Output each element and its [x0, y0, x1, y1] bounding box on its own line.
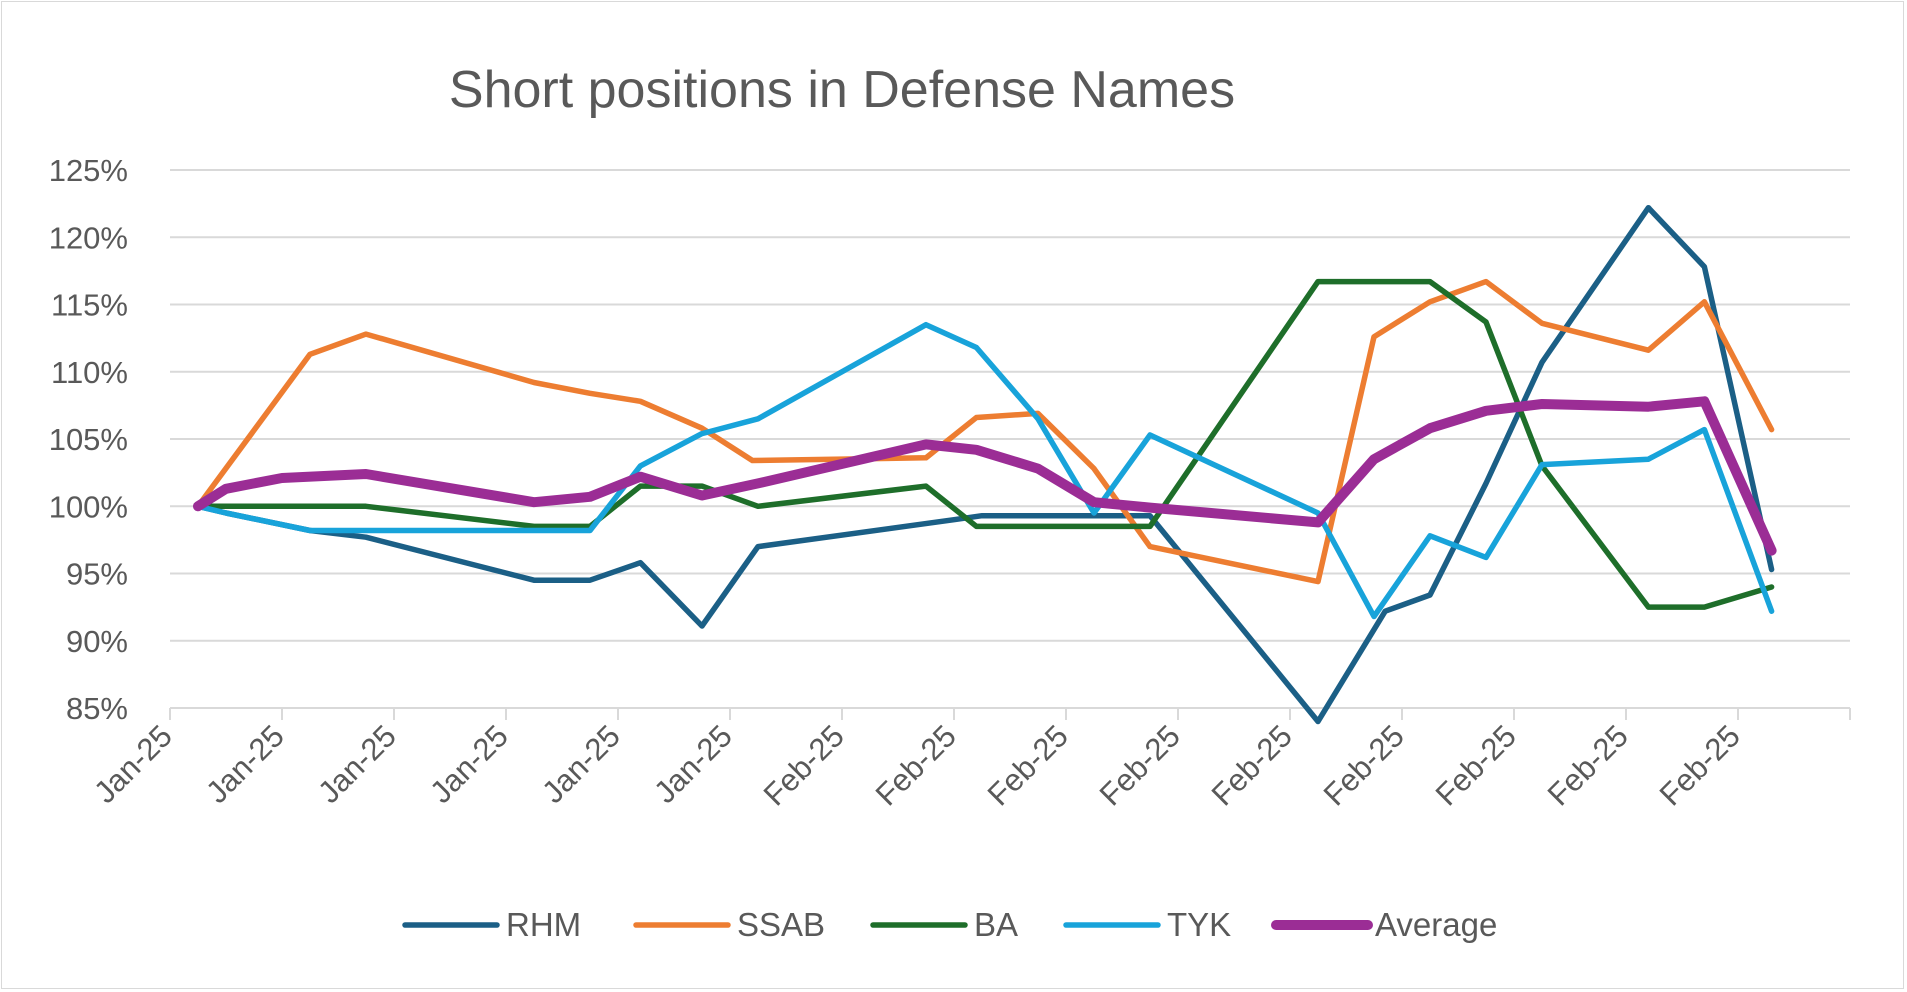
y-tick-label: 95% — [66, 557, 128, 592]
y-tick-label: 115% — [51, 288, 128, 323]
x-tick-label: Feb-25 — [1317, 718, 1411, 812]
x-tick-label: Feb-25 — [1429, 718, 1523, 812]
chart-title: Short positions in Defense Names — [449, 61, 1235, 119]
y-tick-label: 110% — [51, 355, 128, 390]
y-tick-label: 125% — [49, 153, 128, 188]
legend-label-rhm: RHM — [506, 906, 581, 943]
series-line-ba — [195, 278, 1775, 610]
y-tick-label: 85% — [66, 691, 128, 726]
y-axis-ticks: 85% 90% 95% 100% 105% 110% 115% 120% 125% — [49, 153, 128, 726]
x-tick-label: Feb-25 — [1541, 718, 1635, 812]
series-line-ssab — [195, 278, 1775, 585]
y-tick-label: 100% — [49, 489, 128, 524]
series-line-rhm — [195, 204, 1775, 725]
x-tick-label: Feb-25 — [981, 718, 1075, 812]
x-tick-label: Jan-25 — [647, 718, 739, 810]
x-tick-label: Jan-25 — [311, 718, 403, 810]
y-tick-label: 120% — [49, 220, 128, 255]
x-tick-label: Feb-25 — [1653, 718, 1747, 812]
legend-label-average: Average — [1375, 906, 1497, 943]
series-line-tyk — [195, 321, 1775, 620]
legend-label-tyk: TYK — [1167, 906, 1231, 943]
x-tick-label: Jan-25 — [535, 718, 627, 810]
x-tick-label: Feb-25 — [757, 718, 851, 812]
legend: RHM SSAB BA TYK Average — [402, 906, 1497, 943]
x-tick-label: Feb-25 — [1093, 718, 1187, 812]
x-tick-label: Jan-25 — [423, 718, 515, 810]
x-tick-label: Jan-25 — [199, 718, 291, 810]
series-line-average — [193, 396, 1777, 556]
x-tick-label: Feb-25 — [1205, 718, 1299, 812]
legend-label-ba: BA — [974, 906, 1018, 943]
gridlines — [170, 169, 1850, 642]
series-lines — [193, 204, 1777, 725]
legend-label-ssab: SSAB — [737, 906, 825, 943]
x-tick-label: Jan-25 — [87, 718, 179, 810]
x-axis: Jan-25 Jan-25 Jan-25 Jan-25 Jan-25 Jan-25 Feb-… — [87, 707, 1851, 812]
y-tick-label: 90% — [66, 624, 128, 659]
y-tick-label: 105% — [49, 422, 128, 457]
x-tick-label: Feb-25 — [869, 718, 963, 812]
